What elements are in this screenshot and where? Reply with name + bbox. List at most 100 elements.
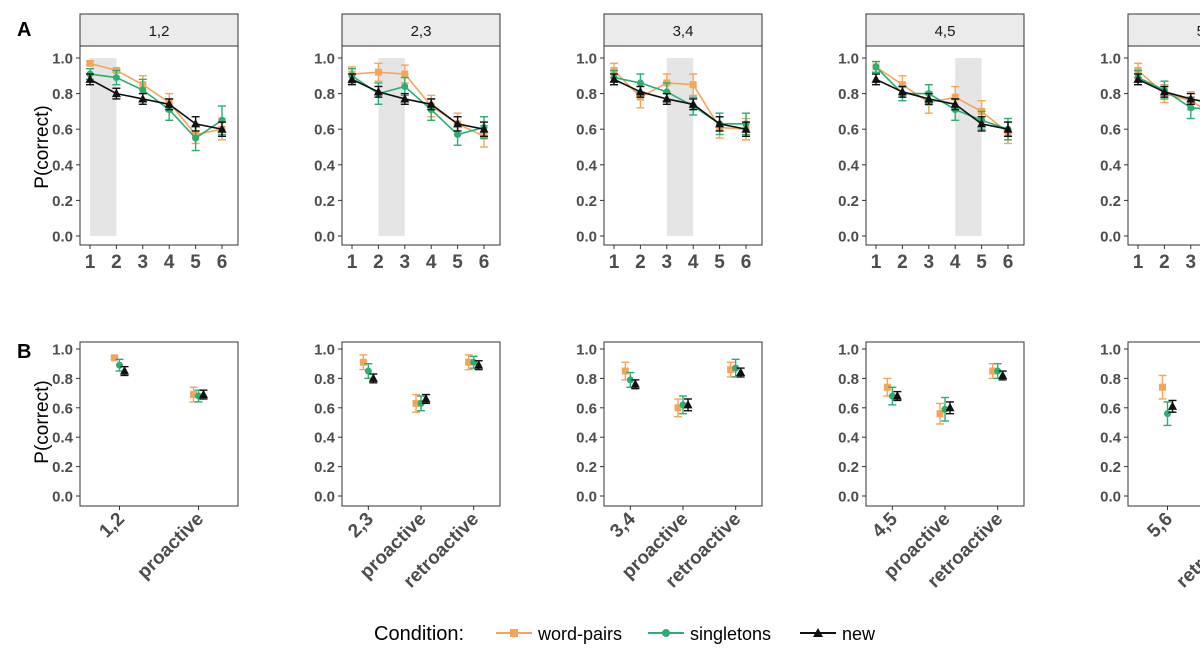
marker-triangle <box>892 391 902 400</box>
marker-triangle <box>897 86 907 96</box>
y-tick-label: 0.6 <box>52 400 73 417</box>
y-tick-label: 0.2 <box>576 459 597 476</box>
y-tick-label: 0.4 <box>838 157 860 174</box>
marker-triangle <box>1003 124 1013 133</box>
marker-triangle <box>421 393 431 403</box>
x-tick-label: 1,2 <box>96 509 130 543</box>
series-singletons <box>348 67 488 146</box>
marker-triangle <box>741 124 751 133</box>
series-new <box>120 365 208 400</box>
marker-triangle <box>977 118 987 128</box>
legend-label-singletons: singletons <box>690 624 771 644</box>
marker-triangle <box>715 118 725 128</box>
panel-border <box>865 45 1025 246</box>
marker-triangle <box>474 360 484 369</box>
legend-key-triangle-icon <box>813 628 823 637</box>
marker-triangle <box>1159 86 1169 96</box>
x-tick-label: 5,6 <box>1144 509 1178 543</box>
marker-square <box>989 367 997 375</box>
marker-circle <box>116 361 123 369</box>
y-tick-label: 0.0 <box>314 489 335 506</box>
marker-triangle <box>662 93 672 103</box>
marker-square <box>621 367 629 375</box>
series-word-pairs <box>1158 374 1167 400</box>
y-tick-label: 0.6 <box>576 122 597 139</box>
y-tick-label: 0.8 <box>838 371 859 388</box>
x-tick-label: 2 <box>111 252 122 273</box>
facet-b-4-5: 0.00.20.40.60.81.04,5proactiveretroactiv… <box>838 341 1025 592</box>
shaded-region <box>90 58 117 236</box>
marker-square <box>898 81 906 89</box>
marker-triangle <box>426 99 436 108</box>
marker-circle <box>112 74 120 82</box>
x-tick-label: 2 <box>1159 252 1170 273</box>
marker-circle <box>626 376 634 384</box>
x-tick-label: 5 <box>714 252 725 273</box>
facet-strip-label: 2,3 <box>411 23 432 40</box>
marker-circle <box>192 134 200 142</box>
series-new <box>347 73 489 138</box>
legend-label-word-pairs: word-pairs <box>537 624 622 644</box>
y-tick-label: 0.6 <box>576 400 597 417</box>
y-tick-label: 0.4 <box>52 430 74 447</box>
y-tick-label: 0.6 <box>838 122 859 139</box>
marker-circle <box>636 79 644 87</box>
marker-circle <box>1187 104 1195 112</box>
marker-triangle <box>924 93 934 103</box>
facet-b-3-4: 0.00.20.40.60.81.03,4proactiveretroactiv… <box>576 341 763 592</box>
marker-square <box>465 358 473 366</box>
marker-square <box>883 383 891 391</box>
x-tick-label: proactive <box>133 509 208 584</box>
series-word-pairs <box>348 62 488 148</box>
series-line <box>613 69 747 130</box>
legend-item-word-pairs: word-pairs <box>496 624 622 644</box>
marker-triangle <box>347 74 357 83</box>
series-line <box>351 71 485 138</box>
facet-b-2-3: 0.00.20.40.60.81.02,3proactiveretroactiv… <box>314 341 501 592</box>
y-tick-label: 0.6 <box>838 400 859 417</box>
y-tick-label: 0.0 <box>52 489 73 506</box>
marker-triangle <box>945 402 955 412</box>
y-tick-label: 0.2 <box>52 193 73 210</box>
y-tick-label: 0.8 <box>1100 371 1121 388</box>
row-b-ylabel: P(correct) <box>32 380 53 463</box>
y-tick-label: 1.0 <box>838 342 859 359</box>
marker-square <box>727 366 735 374</box>
marker-circle <box>994 367 1002 375</box>
marker-circle <box>872 63 880 71</box>
series-line <box>89 62 223 136</box>
y-tick-label: 0.8 <box>314 86 335 103</box>
panel-border <box>79 45 239 246</box>
marker-triangle <box>85 74 95 83</box>
marker-triangle <box>1133 74 1143 83</box>
y-tick-label: 0.0 <box>52 229 73 246</box>
x-tick-label: 3 <box>1186 252 1197 273</box>
y-tick-label: 1.0 <box>314 342 335 359</box>
marker-triangle <box>635 86 645 96</box>
marker-square <box>190 391 197 399</box>
y-tick-label: 1.0 <box>576 51 597 68</box>
series-new <box>368 360 484 405</box>
x-tick-label: 3 <box>400 252 411 273</box>
series-word-pairs <box>110 354 198 403</box>
y-tick-label: 0.6 <box>1100 122 1121 139</box>
marker-triangle <box>164 99 174 108</box>
x-tick-label: 3 <box>662 252 673 273</box>
series-line <box>351 75 485 136</box>
marker-square <box>86 59 94 67</box>
panel-border <box>603 45 763 246</box>
x-tick-label: 5 <box>452 252 463 273</box>
marker-triangle <box>609 74 619 83</box>
series-word-pairs <box>883 363 997 425</box>
marker-triangle <box>138 93 148 103</box>
series-line <box>89 78 223 130</box>
y-tick-label: 0.0 <box>838 489 859 506</box>
legend-title: Condition: <box>374 623 464 645</box>
x-tick-label: 1 <box>871 252 882 273</box>
series-word-pairs <box>621 361 735 418</box>
y-tick-label: 0.2 <box>838 193 859 210</box>
y-tick-label: 1.0 <box>576 342 597 359</box>
marker-circle <box>454 131 462 139</box>
series-line <box>1137 76 1200 110</box>
y-tick-label: 0.6 <box>314 400 335 417</box>
